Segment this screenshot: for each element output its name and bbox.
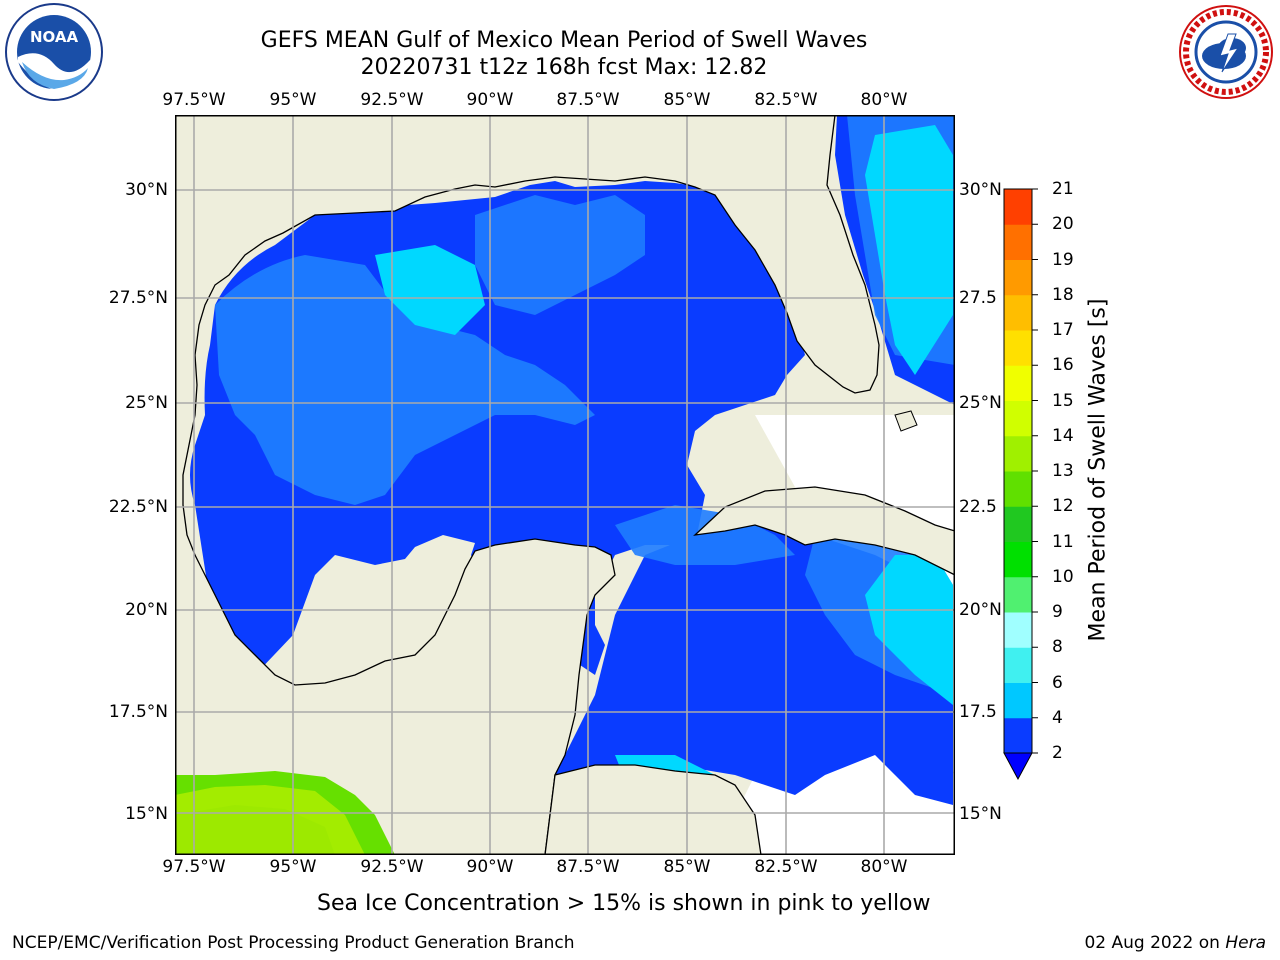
colorbar-tick-label: 19	[1052, 249, 1074, 270]
lon-label-top: 95°W	[269, 90, 317, 110]
lon-label-bottom: 97.5°W	[162, 857, 226, 877]
colorbar-tick-label: 15	[1052, 390, 1074, 411]
lon-label-bottom: 95°W	[269, 857, 317, 877]
chart-title: GEFS MEAN Gulf of Mexico Mean Period of …	[260, 28, 868, 53]
sea-ice-caption: Sea Ice Concentration > 15% is shown in …	[317, 891, 931, 916]
footer-date: 02 Aug 2022 on Hera	[1084, 933, 1266, 953]
colorbar-segment	[1004, 682, 1032, 719]
footer-machine: Hera	[1225, 933, 1266, 953]
colorbar-segment	[1004, 294, 1032, 331]
lon-label-bottom: 92.5°W	[360, 857, 424, 877]
colorbar-tick-label: 6	[1052, 672, 1063, 693]
colorbar-segment	[1004, 506, 1032, 542]
footer-date-text: 02 Aug 2022 on	[1084, 933, 1220, 953]
colorbar-extend-arrow	[1003, 752, 1033, 781]
colorbar-tick-label: 20	[1052, 214, 1074, 235]
colorbar-segment	[1004, 365, 1032, 401]
lon-label-top: 87.5°W	[556, 90, 620, 110]
noaa-logo-text: NOAA	[30, 28, 79, 46]
lon-label-bottom: 90°W	[466, 857, 514, 877]
nws-logo	[1176, 4, 1276, 100]
colorbar-tick-label: 10	[1052, 566, 1074, 587]
lon-label-top: 82.5°W	[754, 90, 818, 110]
colorbar-segment	[1004, 576, 1032, 613]
map-panel	[175, 115, 955, 855]
colorbar-segment	[1004, 189, 1032, 225]
lat-label-right: 27.5	[959, 288, 997, 308]
lat-label-left: 20°N	[125, 600, 168, 620]
colorbar-segment	[1004, 717, 1032, 754]
colorbar-segment	[1004, 541, 1032, 578]
lat-label-right: 30°N	[959, 180, 1002, 200]
colorbar-segment	[1004, 435, 1032, 472]
lat-label-left: 17.5°N	[108, 702, 168, 722]
lat-label-left: 25°N	[125, 393, 168, 413]
chart-subtitle: 20220731 t12z 168h fcst Max: 12.82	[360, 55, 768, 80]
colorbar-tick-label: 21	[1052, 179, 1074, 199]
lat-label-left: 15°N	[125, 804, 168, 824]
lon-label-bottom: 80°W	[860, 857, 908, 877]
colorbar-tick-label: 9	[1052, 602, 1063, 622]
lon-label-top: 92.5°W	[360, 90, 424, 110]
footer-branch: NCEP/EMC/Verification Post Processing Pr…	[12, 933, 575, 953]
land-cuba	[693, 486, 955, 576]
lat-label-right: 22.5	[959, 497, 997, 517]
lon-label-bottom: 82.5°W	[754, 857, 818, 877]
lat-label-right: 25°N	[959, 393, 1002, 413]
lat-label-left: 27.5°N	[108, 288, 168, 308]
lon-label-top: 90°W	[466, 90, 514, 110]
colorbar-segment	[1004, 224, 1032, 260]
lon-label-bottom: 87.5°W	[556, 857, 620, 877]
colorbar-segment	[1004, 259, 1032, 296]
colorbar-tick-label: 17	[1052, 320, 1074, 340]
colorbar-tick-label: 18	[1052, 284, 1074, 305]
colorbar-tick-label: 13	[1052, 461, 1074, 481]
colorbar-label: Mean Period of Swell Waves [s]	[1085, 298, 1111, 642]
colorbar	[1003, 188, 1038, 781]
colorbar-segment	[1004, 330, 1032, 366]
lon-label-top: 85°W	[663, 90, 711, 110]
colorbar-tick-label: 2	[1052, 743, 1063, 763]
colorbar-tick-label: 14	[1052, 425, 1074, 446]
colorbar-segment	[1004, 612, 1032, 648]
land-central-america	[544, 764, 762, 855]
lat-label-right: 20°N	[959, 600, 1002, 620]
colorbar-segment	[1004, 471, 1032, 507]
lat-label-right: 15°N	[959, 804, 1002, 824]
lat-label-left: 22.5°N	[108, 497, 168, 517]
colorbar-tick-label: 11	[1052, 531, 1074, 552]
lon-label-top: 80°W	[860, 90, 908, 110]
graticule	[175, 115, 955, 855]
colorbar-segment	[1004, 400, 1032, 437]
colorbar-tick-label: 4	[1052, 707, 1063, 728]
lat-label-left: 30°N	[125, 180, 168, 200]
lon-label-bottom: 85°W	[663, 857, 711, 877]
lat-label-right: 17.5	[959, 702, 997, 722]
noaa-logo: NOAA	[4, 2, 104, 102]
colorbar-tick-label: 8	[1052, 637, 1063, 658]
map-frame	[175, 115, 955, 855]
colorbar-segment	[1004, 647, 1032, 683]
lon-label-top: 97.5°W	[162, 90, 226, 110]
colorbar-tick-label: 12	[1052, 496, 1074, 517]
colorbar-tick-label: 16	[1052, 355, 1074, 376]
